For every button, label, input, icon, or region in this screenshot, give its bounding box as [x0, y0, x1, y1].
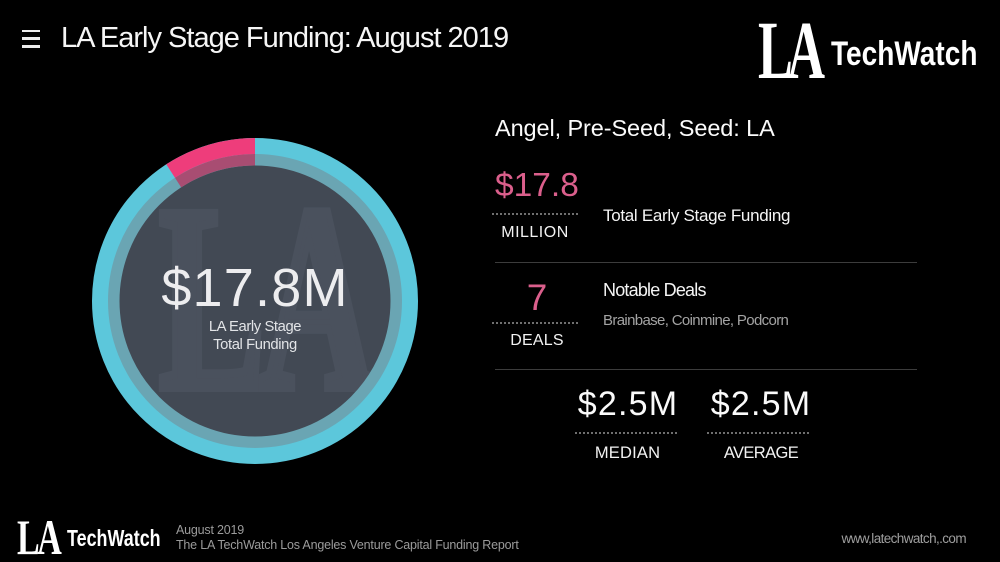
svg-text:$17.8M: $17.8M [161, 258, 348, 318]
svg-text:LA: LA [758, 5, 825, 90]
svg-text:LA: LA [159, 152, 374, 445]
svg-text:TechWatch: TechWatch [67, 526, 161, 552]
svg-text:TechWatch: TechWatch [831, 34, 977, 72]
svg-text:LA: LA [17, 511, 62, 562]
svg-text:Total Funding: Total Funding [213, 337, 297, 353]
svg-text:LA Early Stage: LA Early Stage [209, 319, 301, 335]
